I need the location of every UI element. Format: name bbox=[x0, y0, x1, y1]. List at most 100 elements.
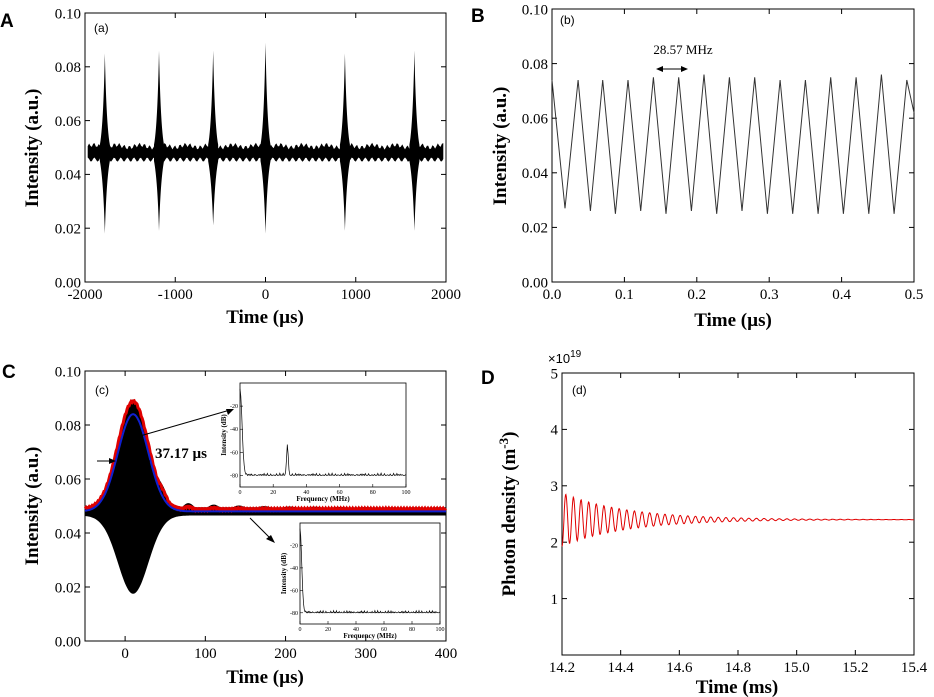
panel-d-ticks bbox=[561, 372, 915, 655]
x-tick-label: 14.2 bbox=[549, 660, 575, 676]
x-tick-label: 0 bbox=[121, 646, 129, 662]
x-tick-label: -1000 bbox=[158, 287, 193, 303]
inset-x-tick-label: 80 bbox=[409, 627, 415, 633]
x-tick-label: 14.8 bbox=[725, 660, 751, 676]
panel-a-pulse-3 bbox=[208, 50, 219, 226]
inset-y-tick-label: -60 bbox=[230, 450, 238, 456]
y-tick-label: 0.06 bbox=[55, 472, 82, 488]
panel-d-frame bbox=[561, 372, 915, 656]
y-tick-label: 0.04 bbox=[55, 526, 82, 542]
x-tick-label: 15.0 bbox=[784, 660, 810, 676]
y-tick-label: 5 bbox=[551, 366, 559, 382]
panel-d-x-label: Time (ms) bbox=[696, 677, 779, 697]
y-tick-label: 0.02 bbox=[522, 221, 548, 237]
panel-a-y-label: Intensity (a.u.) bbox=[22, 89, 43, 208]
x-tick-label: 1000 bbox=[341, 287, 371, 303]
x-tick-label: -2000 bbox=[68, 287, 103, 303]
panel-b-plot bbox=[551, 74, 915, 214]
panel-d-letter: D bbox=[481, 368, 495, 389]
y-tick-label: 3 bbox=[551, 479, 559, 495]
panel-a-pulse-4 bbox=[260, 42, 271, 234]
y-tick-label: 0.04 bbox=[55, 168, 82, 184]
y-tick-label: 0.06 bbox=[522, 111, 549, 127]
panel-a-ticks bbox=[84, 12, 447, 283]
panel-d-plot bbox=[561, 493, 914, 547]
panel-a-plot bbox=[87, 42, 444, 234]
inset-spectrum-line bbox=[299, 528, 441, 614]
panel-c-annotation: 37.17 µs bbox=[155, 446, 207, 462]
y-tick-label: 0.04 bbox=[522, 166, 549, 182]
y-tick-label: 0.10 bbox=[55, 6, 81, 22]
panel-b-ticks bbox=[551, 8, 915, 283]
y-tick-label: 2 bbox=[551, 535, 559, 551]
panel-b-tag: (b) bbox=[560, 13, 575, 27]
x-tick-label: 14.4 bbox=[608, 660, 635, 676]
panel-b-frame bbox=[551, 8, 915, 283]
panel-c-tag: (c) bbox=[95, 383, 109, 397]
inset-x-tick-label: 20 bbox=[325, 627, 331, 633]
panel-c-inset-top: 0 20 40 60 80 100 -20 -40 -60 -80 Frequency (MHz) I… bbox=[220, 382, 411, 503]
panel-b-y-label: Intensity (a.u.) bbox=[490, 87, 511, 206]
y-tick-label: 0.10 bbox=[55, 364, 81, 380]
inset-x-tick-label: 40 bbox=[303, 490, 309, 496]
x-tick-label: 100 bbox=[194, 646, 217, 662]
inset-x-tick-label: 100 bbox=[436, 627, 445, 633]
x-tick-label: 0.2 bbox=[687, 287, 706, 303]
panel-a-pulse-2 bbox=[154, 50, 165, 231]
panel-c-letter: C bbox=[2, 362, 16, 383]
x-tick-label: 0.3 bbox=[760, 287, 779, 303]
inset-y-tick-label: -80 bbox=[230, 473, 238, 479]
panel-b: B (b) 0.0 0.1 0.2 0.3 0.4 0.5 0.000.020.040.0… bbox=[471, 2, 923, 331]
panel-d-photon-density-line bbox=[561, 493, 914, 547]
y-tick-label: 0.08 bbox=[522, 57, 548, 73]
x-tick-label: 2000 bbox=[431, 287, 461, 303]
panel-a-pulse-1 bbox=[99, 53, 110, 234]
y-tick-label: 0.06 bbox=[55, 114, 82, 130]
x-tick-label: 400 bbox=[435, 646, 458, 662]
panel-c-red-envelope bbox=[83, 398, 448, 514]
inset-y-tick-label: -60 bbox=[290, 588, 298, 594]
inset-y-label: Intensity (dB) bbox=[280, 552, 288, 594]
y-tick-label: 1 bbox=[551, 592, 559, 608]
panel-b-y-tick-labels: 0.00 0.02 0.04 0.06 0.08 0.10 bbox=[522, 2, 549, 291]
panel-c-signal bbox=[85, 399, 446, 594]
panel-a-pulse-5 bbox=[339, 53, 350, 231]
panel-a-x-label: Time (µs) bbox=[226, 307, 304, 328]
inset-x-label: Frequency (MHz) bbox=[343, 632, 397, 640]
inset-y-tick-label: -20 bbox=[290, 543, 298, 549]
panel-d: D (d) ×1019 14.2 14.4 14.6 14.8 15.0 15.2 15.4… bbox=[481, 349, 928, 697]
y-tick-label: 0.00 bbox=[55, 275, 81, 291]
inset-x-tick-label: 80 bbox=[370, 490, 376, 496]
panel-b-signal-line bbox=[551, 74, 915, 214]
panel-a: A (a) -2000 -1000 0 1000 2000 0.000.020.040.… bbox=[0, 6, 461, 328]
panel-c-y-label: Intensity (a.u.) bbox=[22, 447, 43, 566]
y-tick-label: 0.08 bbox=[55, 418, 81, 434]
inset-x-tick-label: 0 bbox=[299, 627, 302, 633]
panel-c-gaussian-fit bbox=[84, 413, 446, 513]
inset-frame bbox=[239, 382, 407, 488]
panel-c-y-tick-labels: 0.00 0.02 0.04 0.06 0.08 0.10 bbox=[55, 364, 82, 650]
inset-y-tick-label: -20 bbox=[230, 404, 238, 410]
inset-x-tick-label: 60 bbox=[337, 490, 343, 496]
panel-a-letter: A bbox=[0, 11, 14, 32]
inset-x-tick-label: 40 bbox=[353, 627, 359, 633]
panel-a-tag: (a) bbox=[94, 21, 109, 35]
inset-x-tick-label: 20 bbox=[270, 490, 276, 496]
panel-b-x-tick-labels: 0.0 0.1 0.2 0.3 0.4 0.5 bbox=[543, 287, 924, 303]
inset-y-tick-label: -40 bbox=[290, 566, 298, 572]
x-tick-label: 0.0 bbox=[543, 287, 562, 303]
y-tick-label: 0.00 bbox=[522, 275, 548, 291]
x-tick-label: 0.5 bbox=[905, 287, 924, 303]
y-tick-label: 0.02 bbox=[55, 580, 81, 596]
x-tick-label: 14.6 bbox=[666, 660, 693, 676]
y-tick-label: 0.08 bbox=[55, 60, 81, 76]
inset-y-tick-label: -40 bbox=[230, 427, 238, 433]
y-tick-label: 0.10 bbox=[522, 2, 548, 18]
x-tick-label: 0.4 bbox=[832, 287, 851, 303]
panel-a-x-tick-labels: -2000 -1000 0 1000 2000 bbox=[68, 287, 462, 303]
panel-d-y-tick-labels: 1 2 3 4 5 bbox=[551, 366, 559, 608]
inset-x-label: Frequency (MHz) bbox=[296, 495, 350, 503]
inset-y-tick-label: -80 bbox=[290, 611, 298, 617]
panel-d-multiplier: ×1019 bbox=[548, 349, 582, 366]
